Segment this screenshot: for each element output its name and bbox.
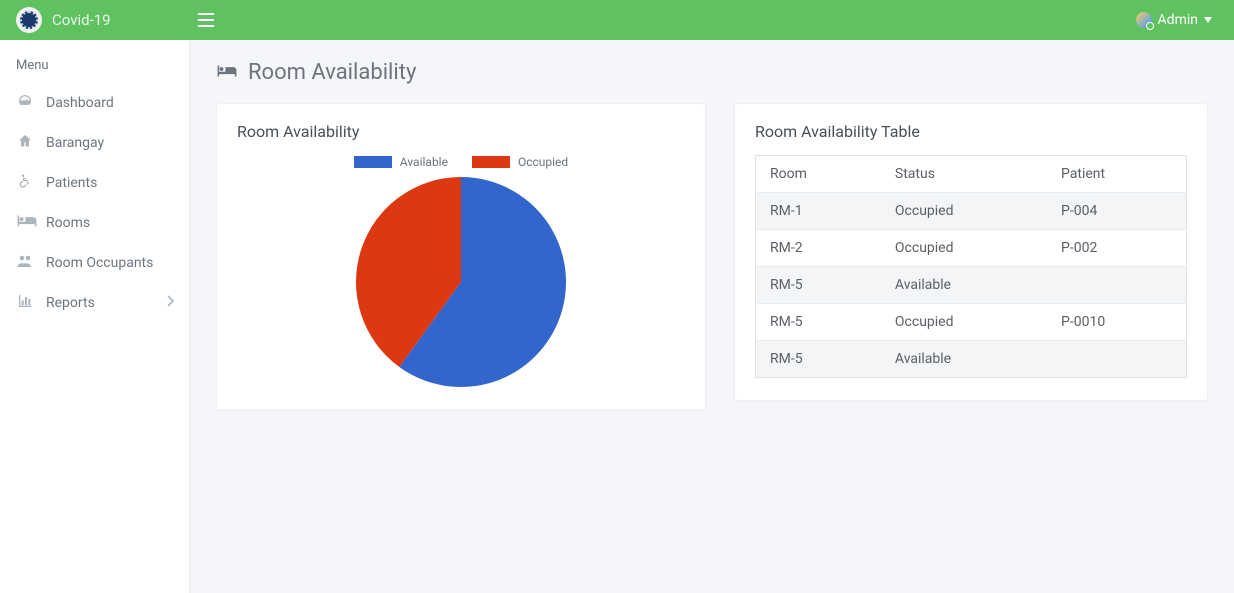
table-cell: Available (881, 267, 1047, 304)
chart-card: Room Availability Available Occupied (216, 103, 706, 410)
table-cell: RM-1 (756, 193, 881, 230)
topbar: Covid-19 Admin (0, 0, 1234, 40)
table-cell: Occupied (881, 230, 1047, 267)
table-cell: RM-2 (756, 230, 881, 267)
table-cell (1047, 341, 1186, 378)
table-row: RM-5Available (756, 341, 1187, 378)
wheelchair-icon (16, 173, 34, 193)
table-row: RM-5OccupiedP-0010 (756, 304, 1187, 341)
table-header-row: RoomStatusPatient (756, 156, 1187, 193)
table-card-title: Room Availability Table (755, 122, 1187, 141)
table-card: Room Availability Table RoomStatusPatien… (734, 103, 1208, 401)
table-cell: P-0010 (1047, 304, 1186, 341)
table-header-room: Room (756, 156, 881, 193)
sidebar-item-dashboard[interactable]: Dashboard (0, 83, 189, 123)
table-cell: P-004 (1047, 193, 1186, 230)
sidebar-item-patients[interactable]: Patients (0, 163, 189, 203)
sidebar-item-label: Reports (46, 295, 95, 311)
table-header-patient: Patient (1047, 156, 1186, 193)
sidebar-item-rooms[interactable]: Rooms (0, 203, 189, 243)
sidebar-item-label: Room Occupants (46, 255, 153, 271)
main-content: Room Availability Room Availability Avai… (190, 40, 1234, 593)
bed-icon (216, 60, 238, 85)
sidebar-item-reports[interactable]: Reports (0, 283, 189, 323)
user-avatar-icon (1136, 12, 1152, 28)
brand-title: Covid-19 (52, 11, 111, 29)
sidebar-item-label: Patients (46, 175, 97, 191)
users-icon (16, 253, 34, 273)
caret-down-icon (1204, 17, 1212, 23)
sidebar-nav: Dashboard Barangay Patients Rooms Room Occup… (0, 83, 189, 323)
sidebar: Menu Dashboard Barangay Patients Rooms Room … (0, 40, 190, 593)
sidebar-item-label: Rooms (46, 215, 90, 231)
legend-item-available[interactable]: Available (354, 155, 448, 169)
sidebar-item-label: Dashboard (46, 95, 114, 111)
table-row: RM-5Available (756, 267, 1187, 304)
table-row: RM-2OccupiedP-002 (756, 230, 1187, 267)
table-cell: RM-5 (756, 341, 881, 378)
page-title-text: Room Availability (248, 60, 416, 85)
table-cell: Available (881, 341, 1047, 378)
table-body: RM-1OccupiedP-004RM-2OccupiedP-002RM-5Av… (756, 193, 1187, 378)
table-cell: Occupied (881, 193, 1047, 230)
sidebar-item-label: Barangay (46, 135, 104, 151)
table-cell: RM-5 (756, 304, 881, 341)
pie-chart-wrap (237, 177, 685, 387)
legend-swatch (472, 156, 510, 168)
chevron-right-icon (167, 295, 175, 311)
sidebar-item-room-occupants[interactable]: Room Occupants (0, 243, 189, 283)
user-name: Admin (1158, 12, 1198, 28)
logo-icon (16, 7, 42, 33)
bars-icon (198, 13, 214, 27)
page-title: Room Availability (216, 60, 1208, 85)
chart-legend: Available Occupied (237, 155, 685, 169)
sidebar-toggle-button[interactable] (190, 9, 222, 31)
legend-item-occupied[interactable]: Occupied (472, 155, 568, 169)
legend-swatch (354, 156, 392, 168)
table-cell (1047, 267, 1186, 304)
availability-table: RoomStatusPatient RM-1OccupiedP-004RM-2O… (755, 155, 1187, 378)
cards-row: Room Availability AvailableOccupied Room… (216, 103, 1208, 410)
sidebar-header: Menu (0, 52, 189, 83)
user-menu[interactable]: Admin (1130, 8, 1218, 32)
chart-card-title: Room Availability (237, 122, 685, 141)
legend-label: Available (400, 155, 448, 169)
bar-chart-icon (16, 293, 34, 313)
table-cell: RM-5 (756, 267, 881, 304)
table-row: RM-1OccupiedP-004 (756, 193, 1187, 230)
legend-label: Occupied (518, 155, 568, 169)
tachometer-icon (16, 93, 34, 113)
table-cell: P-002 (1047, 230, 1186, 267)
sidebar-item-barangay[interactable]: Barangay (0, 123, 189, 163)
table-cell: Occupied (881, 304, 1047, 341)
home-icon (16, 133, 34, 153)
brand[interactable]: Covid-19 (16, 7, 190, 33)
pie-chart (356, 177, 566, 387)
bed-icon (16, 213, 34, 233)
table-header-status: Status (881, 156, 1047, 193)
